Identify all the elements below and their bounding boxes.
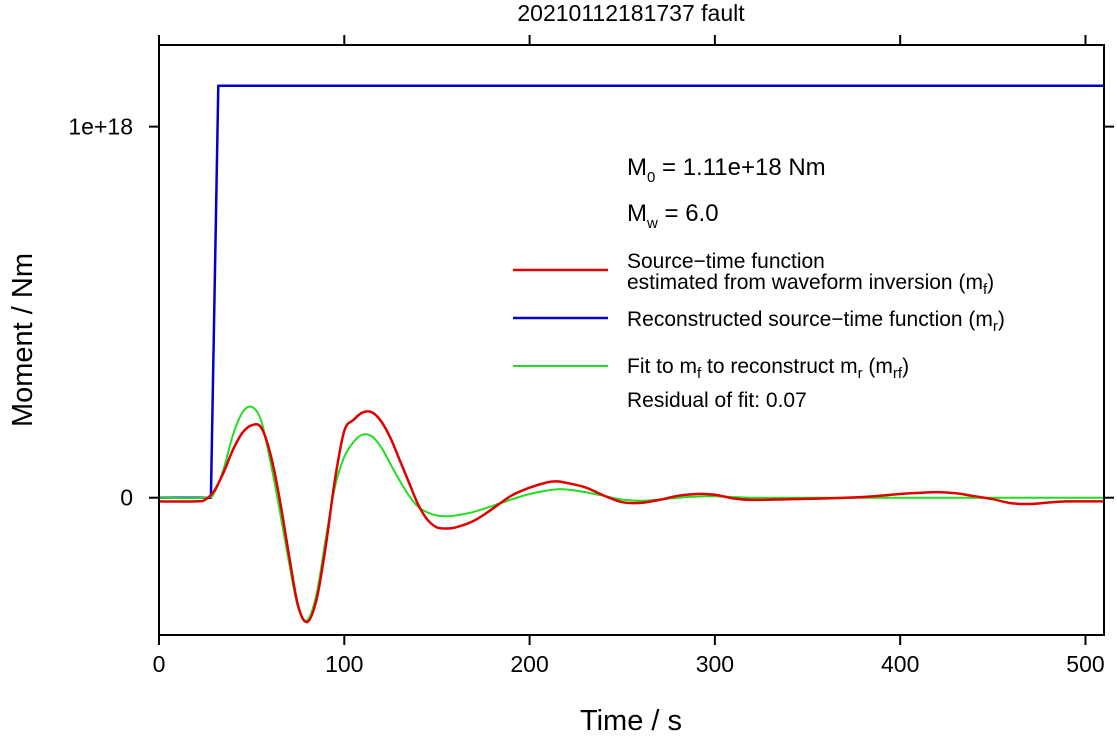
legend-label-green: Fit to mf to reconstruct mr (mrf) [627,355,909,382]
series-layer [159,84,1104,624]
legend-label-blue: Reconstructed source−time function (mr) [627,308,1005,335]
legend-label-red-line2: estimated from waveform inversion (mf) [627,271,994,298]
x-tick-label: 500 [1066,651,1104,677]
ticks-layer: 0 100 200 300 400 500 0 1e+18 [68,35,1114,677]
y-tick-label: 1e+18 [68,114,133,140]
fit-residual-label: Residual of fit: 0.07 [627,389,807,412]
x-tick-label: 400 [881,651,919,677]
x-tick-label: 200 [510,651,548,677]
x-axis-label: Time / s [580,705,682,736]
seismic-moment-annotation: M0 = 1.11e+18 Nm [627,154,826,186]
x-tick-label: 300 [696,651,734,677]
moment-magnitude-annotation: Mw = 6.0 [627,200,719,232]
chart-title: 20210112181737 fault [517,0,745,26]
series-line-green [159,405,1104,622]
x-tick-label: 100 [325,651,363,677]
y-tick-label: 0 [120,485,133,511]
plot-frame [158,44,1105,636]
x-tick-label: 0 [153,651,166,677]
y-axis-label: Moment / Nm [7,253,39,427]
legend-label-red-line1: Source−time function [627,250,825,273]
series-line-red [159,410,1104,624]
legend: Source−time function estimated from wave… [513,250,1005,412]
